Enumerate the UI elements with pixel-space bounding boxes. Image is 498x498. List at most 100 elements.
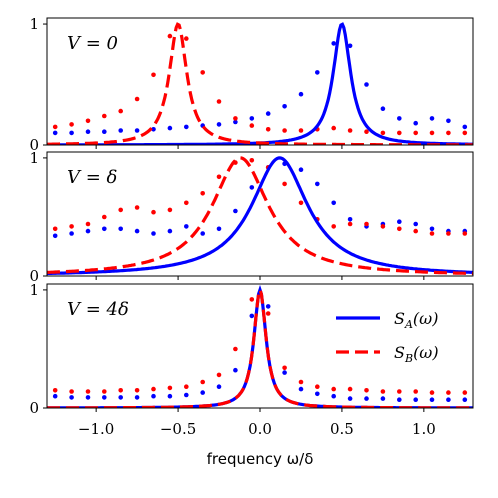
data-point — [364, 82, 369, 87]
data-point — [298, 91, 304, 97]
y-tick-label: 1 — [29, 149, 39, 167]
data-point — [347, 396, 353, 401]
data-point — [167, 393, 173, 399]
data-point — [315, 70, 320, 75]
y-tick-label: 0 — [29, 399, 39, 417]
data-point — [429, 226, 435, 232]
data-point — [380, 130, 386, 136]
data-point — [331, 200, 337, 206]
data-point — [429, 116, 435, 121]
series-line — [47, 156, 473, 276]
data-point — [134, 228, 140, 234]
panel-annotation: V = 0 — [67, 33, 118, 54]
data-point — [429, 397, 435, 403]
data-point — [315, 384, 320, 390]
data-point — [118, 108, 123, 114]
data-point — [134, 395, 140, 400]
data-point — [282, 365, 287, 371]
data-point — [69, 231, 74, 236]
data-point — [52, 226, 58, 232]
data-point — [462, 390, 468, 395]
data-point — [397, 130, 402, 136]
panel-annotation: V = 4δ — [67, 299, 129, 320]
data-point — [69, 395, 74, 400]
data-point — [413, 228, 419, 234]
data-point — [380, 106, 386, 111]
data-point — [167, 207, 173, 213]
data-point — [397, 116, 402, 121]
data-point — [233, 119, 238, 125]
data-point — [397, 389, 402, 394]
data-point — [413, 221, 419, 227]
data-point — [151, 386, 156, 392]
data-point — [184, 224, 189, 229]
data-point — [249, 297, 255, 302]
x-tick-label: −0.5 — [160, 420, 196, 438]
data-point — [69, 224, 74, 229]
data-point — [216, 174, 222, 180]
data-point — [282, 128, 287, 133]
data-point — [413, 397, 419, 403]
data-point — [52, 233, 58, 239]
y-tick-label: 0 — [29, 267, 39, 285]
data-point — [298, 200, 304, 206]
data-point — [446, 118, 451, 124]
data-point — [331, 386, 337, 392]
data-point — [249, 116, 255, 121]
data-point — [200, 390, 205, 395]
data-point — [462, 124, 468, 130]
series-line — [47, 22, 473, 145]
data-point — [298, 386, 304, 392]
x-tick-label: 1.0 — [412, 420, 436, 438]
data-point — [69, 389, 74, 394]
data-point — [446, 390, 451, 395]
data-point — [265, 311, 271, 316]
data-point — [331, 125, 337, 131]
data-point — [315, 181, 320, 187]
data-point — [249, 123, 255, 128]
data-point — [151, 209, 156, 215]
data-point — [347, 217, 353, 222]
series-line — [47, 156, 473, 276]
data-point — [151, 393, 156, 399]
data-point — [102, 395, 107, 400]
data-point — [331, 224, 337, 229]
panel-3: 0 1 V = 4δ −1.0 −0.5 0.0 0.5 1.0 frequency ω/δ SA… — [29, 281, 474, 468]
data-point — [118, 207, 123, 213]
data-point — [85, 221, 91, 227]
data-point — [52, 130, 58, 136]
data-point — [364, 388, 369, 393]
data-point — [233, 116, 238, 121]
data-point — [200, 231, 205, 236]
data-point — [151, 231, 156, 236]
data-point — [446, 397, 451, 403]
data-point — [429, 390, 435, 395]
data-point — [331, 393, 337, 399]
data-point — [184, 36, 189, 41]
data-point — [200, 70, 205, 75]
data-point — [216, 384, 222, 390]
legend-label: SB(ω) — [394, 343, 439, 365]
data-point — [347, 386, 353, 392]
data-point — [200, 191, 205, 196]
data-point — [167, 33, 173, 39]
data-point — [184, 384, 189, 390]
data-point — [134, 388, 140, 393]
x-axis-label: frequency ω/δ — [207, 450, 314, 468]
data-point — [462, 231, 468, 236]
data-point — [102, 113, 107, 119]
y-tick-label: 0 — [29, 136, 39, 154]
data-point — [216, 122, 222, 127]
data-point — [347, 43, 353, 49]
data-point — [52, 388, 58, 393]
data-point — [200, 379, 205, 385]
data-point — [347, 128, 353, 133]
data-point — [85, 228, 91, 234]
y-tick-label: 1 — [29, 281, 39, 299]
data-point — [216, 372, 222, 378]
data-point — [85, 395, 91, 400]
data-point — [413, 120, 419, 126]
x-tick-label: 0.0 — [248, 420, 272, 438]
data-point — [282, 104, 287, 109]
